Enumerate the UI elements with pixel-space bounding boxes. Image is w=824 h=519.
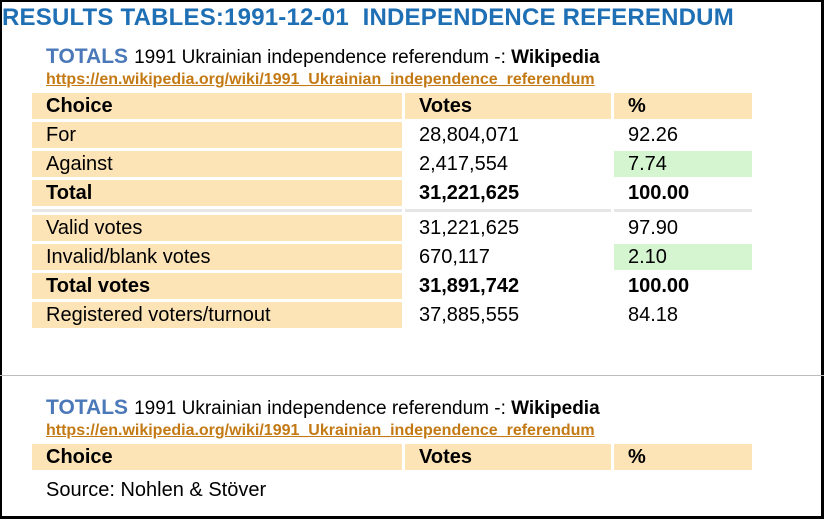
wikipedia-link[interactable]: https://en.wikipedia.org/wiki/1991_Ukrai…	[46, 71, 595, 88]
choice-cell: For	[32, 122, 402, 148]
choice-cell: Registered voters/turnout	[32, 302, 402, 328]
column-header-votes: Votes	[405, 444, 611, 470]
totals-label: TOTALS	[46, 45, 129, 68]
results-table: Choice Votes % For 28,804,071 92.26 Agai…	[29, 90, 755, 331]
choice-cell: Invalid/blank votes	[32, 244, 402, 270]
votes-cell: 2,417,554	[419, 152, 508, 175]
column-header-percent: %	[614, 444, 752, 470]
table-header-row: Choice Votes %	[32, 444, 752, 470]
percent-cell: 84.18	[628, 303, 679, 326]
page-title: RESULTS TABLES:1991-12-01 INDEPENDENCE R…	[2, 4, 734, 31]
percent-cell: 7.74	[614, 151, 752, 177]
percent-cell: 2.10	[614, 244, 752, 270]
table-row-registered-voters: Registered voters/turnout 37,885,555 84.…	[32, 302, 752, 328]
row-separator	[32, 209, 752, 212]
wikipedia-link[interactable]: https://en.wikipedia.org/wiki/1991_Ukrai…	[46, 422, 595, 439]
choice-cell: Total	[32, 180, 402, 206]
source-name: Wikipedia	[511, 47, 600, 68]
section-divider	[0, 375, 824, 376]
choice-cell: Valid votes	[32, 215, 402, 241]
section-subtitle: 1991 Ukrainian independence referendum -…	[134, 398, 512, 419]
results-section-2: TOTALS 1991 Ukrainian independence refere…	[32, 393, 772, 502]
table-row-for: For 28,804,071 92.26	[32, 122, 752, 148]
votes-cell: 28,804,071	[419, 123, 520, 146]
column-header-votes: Votes	[405, 93, 611, 119]
table-row-valid-votes: Valid votes 31,221,625 97.90	[32, 215, 752, 241]
column-header-choice: Choice	[32, 93, 402, 119]
section-heading: TOTALS 1991 Ukrainian independence refere…	[32, 42, 772, 72]
votes-cell: 670,117	[419, 245, 490, 268]
table-header-row: Choice Votes %	[32, 93, 752, 119]
choice-cell: Total votes	[32, 273, 402, 299]
votes-cell: 31,221,625	[419, 216, 520, 239]
source-name: Wikipedia	[511, 398, 600, 419]
percent-cell: 100.00	[628, 181, 690, 204]
totals-label: TOTALS	[46, 396, 129, 419]
percent-cell: 100.00	[628, 274, 690, 297]
choice-cell: Against	[32, 151, 402, 177]
table-row-total: Total 31,221,625 100.00	[32, 180, 752, 206]
table-row-against: Against 2,417,554 7.74	[32, 151, 752, 177]
votes-cell: 37,885,555	[419, 303, 520, 326]
source-note: Source: Nohlen & Stöver	[46, 479, 267, 501]
table-row-total-votes: Total votes 31,891,742 100.00	[32, 273, 752, 299]
votes-cell: 31,221,625	[419, 181, 520, 204]
results-table: Choice Votes %	[29, 441, 755, 473]
percent-cell: 92.26	[628, 123, 679, 146]
column-header-percent: %	[614, 93, 752, 119]
percent-cell: 97.90	[628, 216, 679, 239]
column-header-choice: Choice	[32, 444, 402, 470]
section-subtitle: 1991 Ukrainian independence referendum -…	[134, 47, 512, 68]
section-heading: TOTALS 1991 Ukrainian independence refere…	[32, 393, 772, 423]
results-section-1: TOTALS 1991 Ukrainian independence refere…	[32, 42, 772, 331]
votes-cell: 31,891,742	[419, 274, 520, 297]
table-row-invalid-votes: Invalid/blank votes 670,117 2.10	[32, 244, 752, 270]
